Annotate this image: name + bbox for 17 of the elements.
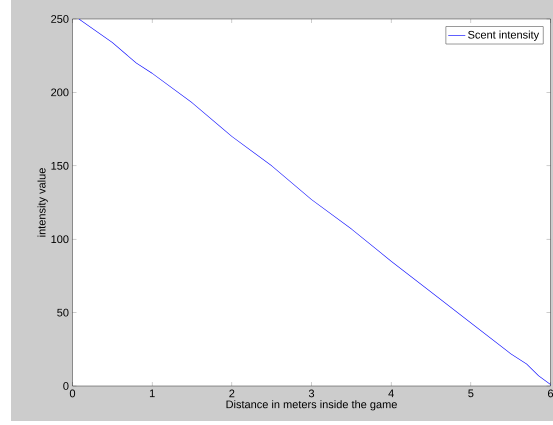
x-tick-label: 0 (70, 390, 76, 398)
y-tick-label: 0 (63, 382, 69, 390)
y-tick-label: 50 (57, 308, 69, 316)
line-series (78, 18, 551, 385)
y-axis-title: intensity value (38, 168, 48, 237)
x-tick-label: 1 (150, 390, 155, 398)
x-tick-label: 6 (548, 390, 553, 398)
y-tick-label: 100 (51, 235, 69, 244)
x-tick-label: 5 (468, 390, 474, 398)
y-tick-label: 250 (51, 15, 69, 23)
y-tick-label: 150 (51, 162, 69, 170)
x-axis-title: Distance in meters inside the game (226, 400, 397, 410)
x-tick-label: 3 (308, 390, 314, 398)
y-tick-label: 200 (51, 88, 69, 96)
x-tick-label: 4 (388, 390, 394, 398)
legend-label: Scent intensity (468, 30, 540, 41)
x-tick-label: 2 (229, 390, 234, 398)
